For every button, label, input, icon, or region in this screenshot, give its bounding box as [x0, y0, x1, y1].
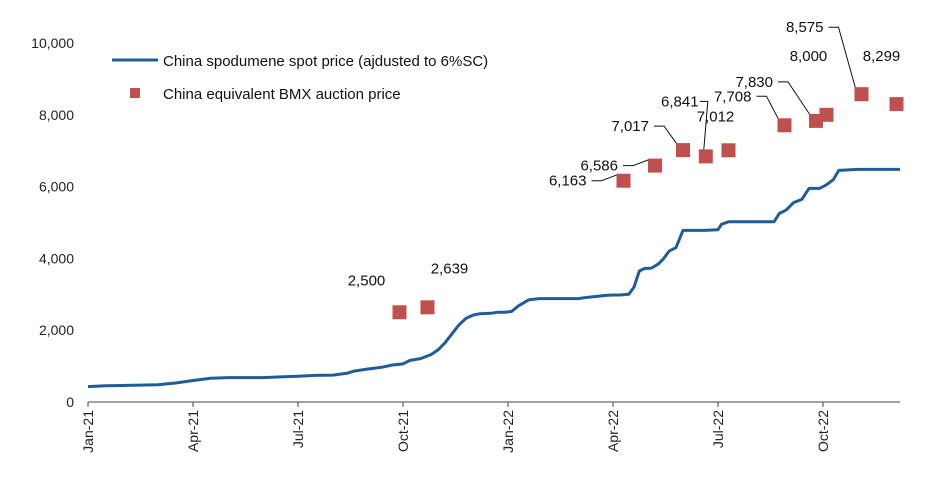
label-leader-line: [591, 174, 618, 182]
auction-price-label: 8,299: [863, 48, 901, 65]
y-tick-label: 8,000: [39, 107, 74, 123]
auction-price-label: 7,017: [611, 118, 649, 135]
auction-price-label: 8,575: [786, 19, 824, 36]
auction-price-label: 2,500: [348, 272, 386, 289]
label-leader-line: [778, 81, 811, 116]
legend: China spodumene spot price (ajdusted to …: [112, 53, 488, 103]
x-tick-label: Apr-21: [185, 410, 201, 452]
label-leader-line: [828, 26, 856, 89]
y-tick-label: 10,000: [31, 35, 74, 51]
legend-label-spot: China spodumene spot price (ajdusted to …: [163, 53, 488, 70]
auction-price-marker: [616, 173, 631, 188]
y-tick-label: 4,000: [39, 250, 74, 266]
auction-price-marker: [721, 143, 736, 158]
auction-price-marker: [889, 97, 904, 112]
x-tick-label: Jul-22: [710, 410, 726, 448]
legend-label-auction: China equivalent BMX auction price: [163, 86, 401, 103]
auction-price-marker: [676, 143, 690, 158]
auction-price-marker: [698, 149, 713, 164]
auction-price-label: 7,012: [697, 108, 735, 125]
x-tick-label: Oct-22: [815, 410, 831, 452]
auction-price-label: 6,586: [580, 158, 618, 175]
x-tick-label: Jan-21: [80, 410, 96, 453]
x-axis-ticks: Jan-21 Apr-21 Jul-21 Oct-21 Jan-22 Apr-22 Jul-…: [80, 402, 831, 453]
auction-price-marker: [392, 305, 407, 320]
auction-price-label: 6,163: [549, 173, 587, 190]
x-tick-label: Jul-21: [290, 410, 306, 448]
legend-marker-swatch: [130, 88, 140, 98]
y-tick-label: 6,000: [39, 179, 74, 195]
label-leader-line: [654, 125, 678, 145]
auction-price-marker: [420, 300, 435, 315]
label-leader-line: [623, 159, 650, 167]
x-tick-label: Apr-22: [605, 410, 621, 452]
spot-price-line: [87, 167, 900, 389]
auction-price-marker: [854, 87, 869, 102]
x-tick-label: Oct-21: [395, 410, 411, 452]
line-series: [87, 167, 900, 389]
auction-price-marker: [648, 158, 662, 173]
scatter-series: [392, 87, 904, 320]
auction-price-label: 7,830: [735, 74, 773, 91]
y-axis-ticks: 0 2,000 4,000 6,000 8,000 10,000: [31, 35, 74, 410]
y-tick-label: 2,000: [39, 322, 74, 338]
auction-price-marker: [819, 107, 834, 122]
x-tick-label: Jan-22: [500, 410, 516, 453]
label-leaders: [591, 26, 856, 182]
label-leader-line: [756, 95, 779, 120]
auction-price-label: 8,000: [790, 48, 828, 65]
auction-price-label: 2,639: [431, 260, 469, 277]
auction-price-marker: [777, 118, 792, 133]
auction-price-label: 6,841: [661, 93, 699, 110]
auction-price-label: 7,708: [714, 88, 752, 105]
y-tick-label: 0: [66, 394, 74, 410]
label-leader-line: [699, 100, 709, 150]
